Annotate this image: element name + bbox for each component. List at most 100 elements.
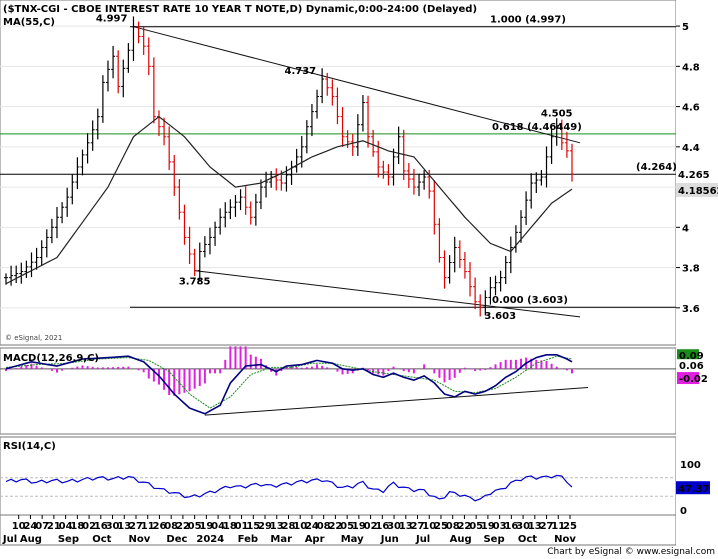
price-bar [350, 133, 355, 156]
price-bar [406, 163, 411, 189]
x-axis-day-label: 07 [35, 521, 49, 532]
ma-line [5, 115, 573, 285]
price-bar [432, 180, 437, 235]
price-axis-label: 4 [682, 223, 689, 234]
price-axis-label: 4.8 [682, 62, 700, 73]
price-bar [493, 275, 498, 296]
price-bar [213, 221, 218, 246]
price-bar [335, 87, 340, 125]
x-axis-day-label: 19 [481, 521, 495, 532]
x-axis-month-label: Feb [238, 534, 258, 545]
price-bar [534, 172, 539, 193]
x-axis-month-label: Sep [58, 534, 79, 545]
price-axis-label: 4.6 [682, 103, 700, 114]
price-bar [457, 240, 462, 268]
rsi-value-label: 47.37 [678, 484, 710, 495]
price-bar [136, 21, 141, 44]
price-bar [141, 27, 146, 55]
price-bar [105, 60, 110, 92]
price-bar [44, 229, 49, 258]
price-bar [564, 131, 569, 158]
price-bar [258, 179, 263, 210]
price-bar [371, 129, 376, 157]
esignal-credit: Chart by eSignal © www.esignal.com [547, 547, 715, 557]
price-bar [294, 148, 299, 173]
x-axis-month-label: Oct [92, 534, 111, 545]
x-axis-day-label: 22 [176, 521, 190, 532]
price-trendline [194, 270, 581, 318]
x-axis-day-label: 10 [293, 521, 307, 532]
x-axis-month-label: Jul [415, 534, 430, 545]
price-bar [34, 247, 39, 270]
price-bar [554, 118, 559, 146]
price-bar [248, 201, 253, 225]
x-axis-day-label: 27 [540, 521, 554, 532]
macd-panel [0, 347, 677, 435]
macd-line [5, 354, 573, 415]
x-axis-day-label: 01 [235, 521, 249, 532]
x-axis-day-label: 11 [141, 521, 155, 532]
price-bar [70, 174, 75, 205]
price-bar [529, 173, 534, 209]
price-bar [182, 204, 187, 245]
x-axis-day-label: 04 [59, 521, 73, 532]
x-axis-day-label: 25 [563, 521, 577, 532]
price-bar [116, 50, 121, 94]
fib-level-label: 1.000 (4.997) [490, 15, 566, 26]
x-axis-day-label: 21 [47, 521, 61, 532]
x-axis-day-label: 13 [117, 521, 131, 532]
price-bar [223, 202, 228, 228]
price-axis-label: 4.4 [682, 143, 700, 154]
x-axis-day-label: 16 [375, 521, 389, 532]
price-bar [330, 79, 335, 106]
x-axis-day-label: 24 [305, 521, 319, 532]
price-bar [498, 270, 503, 292]
price-bar [442, 250, 447, 289]
x-axis-day-label: 10 [12, 521, 26, 532]
price-bar [167, 126, 172, 171]
price-bar [549, 128, 554, 164]
price-bar [202, 236, 207, 258]
price-bar [243, 186, 248, 215]
price-bar [488, 276, 493, 305]
price-bar [386, 164, 391, 186]
price-axis-label: 3.6 [682, 304, 700, 315]
price-bar [559, 119, 564, 150]
x-axis-day-label: 03 [493, 521, 507, 532]
x-axis-day-label: 30 [106, 521, 120, 532]
price-bar [519, 210, 524, 243]
x-axis-day-label: 08 [446, 521, 460, 532]
price-bar [90, 120, 95, 151]
price-bar [452, 236, 457, 273]
ma-price-tag [676, 182, 718, 197]
last-price-label: 4.265 [678, 170, 710, 181]
x-axis-day-label: 26 [152, 521, 166, 532]
x-axis-month-label: Aug [20, 534, 42, 545]
x-axis-day-label: 25 [434, 521, 448, 532]
x-axis-day-label: 02 [82, 521, 96, 532]
price-panel [0, 0, 677, 346]
x-axis-month-label: Nov [128, 534, 150, 545]
price-bar [233, 195, 238, 217]
fib-level-label: 0.618 (4.46449) [492, 122, 582, 133]
macd-signal-line [5, 355, 573, 409]
rsi-value-tag [676, 481, 710, 495]
copyright-label: © eSignal, 2021 [5, 334, 62, 342]
macd-value-tag [677, 359, 699, 372]
x-axis-day-label: 18 [223, 521, 237, 532]
y-axis-area [676, 0, 718, 559]
price-bar [19, 262, 24, 284]
price-bar [503, 255, 508, 285]
price-bar [411, 168, 416, 195]
macd-signal-value-label: 0.06 [679, 361, 704, 372]
rsi-line [5, 474, 573, 502]
price-annotation: 3.603 [484, 311, 516, 322]
rsi-panel [0, 436, 677, 516]
price-bar [483, 290, 488, 316]
rsi-axis-label: 0 [680, 506, 687, 517]
price-bar [151, 57, 156, 124]
x-axis-month-label: May [341, 534, 364, 545]
price-bar [524, 191, 529, 225]
fib-level-label: (4.264) [636, 162, 677, 173]
macd-label: MACD(12,26,9,C) [3, 353, 99, 364]
